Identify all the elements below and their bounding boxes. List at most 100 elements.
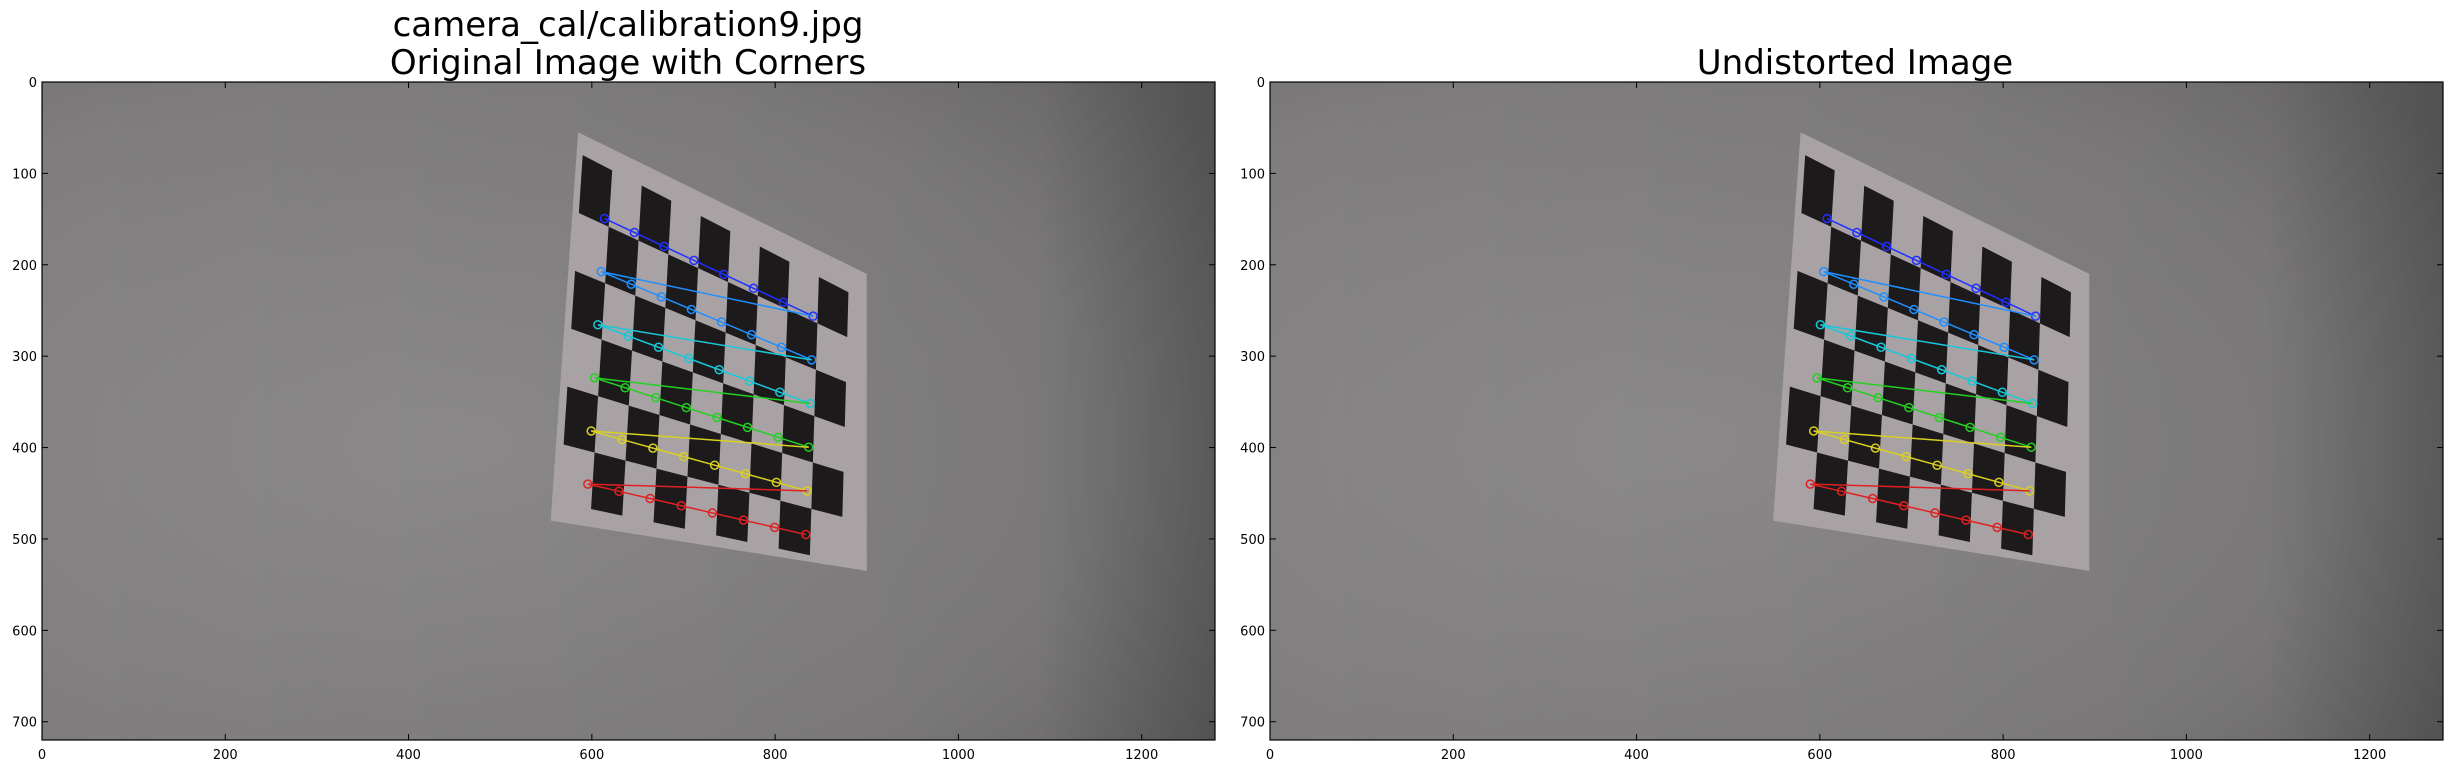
corner-marker [1845,331,1856,341]
checker-square [632,295,666,362]
corner-marker [1939,317,1949,327]
checker-square [1948,281,1981,345]
corner-link-line [594,377,811,405]
corner-marker [778,297,789,307]
corner-marker [1881,241,1892,252]
corner-marker [801,529,811,540]
left-panel-title-line-2: Original Image with Corners [390,43,866,83]
checker-square [625,405,660,469]
corner-marker [1852,227,1862,238]
corner-marker [1876,342,1886,353]
y-tick-label: 0 [1257,76,1265,91]
corner-marker [1836,486,1847,497]
corner-marker [1815,319,1826,330]
checker-square [638,185,672,255]
checker-square [659,361,693,425]
corner-row-line [1816,377,2032,448]
checker-square [1860,185,1894,255]
corner-marker [1818,266,1829,277]
corner-marker [771,477,782,488]
corner-marker [1901,451,1912,462]
corner-link-line [1813,430,2032,448]
checker-square [749,443,783,501]
corner-marker [629,227,640,238]
corner-marker [1967,376,1977,386]
checker-square [785,309,818,370]
corner-row-line [594,377,809,448]
x-tick-label: 400 [1624,748,1649,763]
corner-marker [681,402,692,413]
checker-square [814,369,846,427]
y-tick-label: 300 [1240,350,1265,365]
checker-square [1876,468,1910,529]
checker-square [665,254,699,321]
corner-row-line [604,217,814,317]
y-tick-label: 700 [12,716,37,731]
corner-marker [1839,434,1850,445]
corner-row-line [1826,217,2036,317]
checker-square [1786,386,1821,453]
corner-marker [1965,422,1975,433]
checker-square [716,484,750,542]
checker-square [1793,270,1828,340]
corner-marker [1934,412,1945,423]
y-tick-label: 600 [1240,624,1265,639]
y-tick-label: 500 [12,533,37,548]
corner-marker [1963,469,1973,479]
corner-marker [744,376,755,386]
checker-square [1976,344,2009,406]
x-tick-label: 400 [396,748,421,763]
corner-row-line [1813,430,2030,492]
y-tick-label: 0 [29,76,37,91]
y-tick-label: 200 [1240,259,1265,274]
corner-marker [1849,279,1859,289]
y-tick-label: 300 [12,350,37,365]
corner-marker [746,329,757,340]
corner-marker [686,304,697,315]
corner-row-line [590,430,808,492]
corner-link-line [601,270,814,317]
left-image-axes: 0 200 400 600 800 1000 1200 0 100 200 300 400 500 600… [12,76,1216,763]
y-tick-label: 500 [1240,533,1265,548]
x-tick-label: 600 [579,748,604,763]
y-tick-label: 600 [12,624,37,639]
corner-marker [1808,426,1819,436]
corner-marker [1971,283,1981,294]
corner-marker [1812,373,1822,383]
corner-marker [1842,383,1853,393]
corner-row-line [600,270,812,361]
corner-marker [775,387,785,398]
x-tick-label: 1200 [1125,748,1158,763]
corner-marker [1822,213,1832,224]
checker-square [2033,462,2067,517]
corner-marker [1992,522,2002,533]
corner-marker [586,426,596,436]
corner-marker [2030,311,2041,321]
checker-square [720,383,754,444]
corner-marker [1995,432,2006,443]
y-tick-label: 400 [1240,442,1265,457]
corner-marker [1906,353,1917,364]
checker-square [1848,405,1882,469]
checker-square [1887,254,1921,321]
corner-marker [1911,255,1922,266]
corner-marker [583,479,593,489]
corner-marker [712,412,722,423]
corner-marker [1941,269,1951,280]
checker-square [1915,320,1949,384]
corner-link-line [587,483,808,492]
checker-square [578,155,613,227]
corner-marker [1904,402,1914,413]
corner-row-line [1823,270,2035,361]
checker-square [598,339,633,406]
checker-square [778,500,812,556]
checker-square [692,320,726,384]
checker-square [687,424,721,485]
checker-square [782,405,815,463]
corner-marker [709,460,720,470]
checker-square [563,386,599,453]
corner-marker [1909,304,1919,315]
checker-square [1881,361,1916,425]
corner-marker [2023,529,2034,540]
corner-marker [626,279,637,289]
